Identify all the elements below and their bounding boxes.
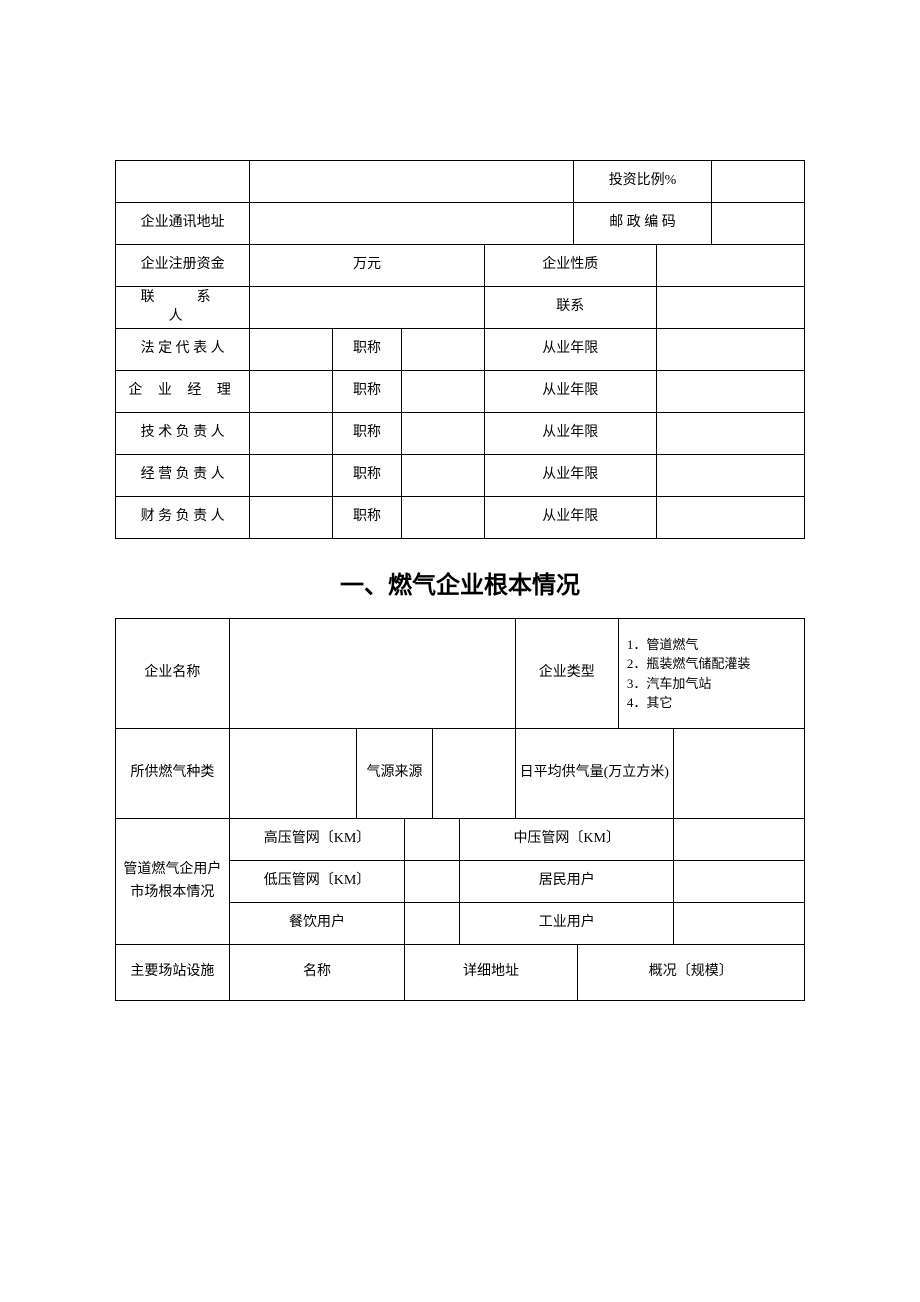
label-low-pressure: 低压管网〔KM〕 xyxy=(229,861,405,903)
section-heading: 一、燃气企业根本情况 xyxy=(115,565,805,600)
value-legal-rep-years[interactable] xyxy=(656,329,804,371)
value-ent-nature[interactable] xyxy=(656,245,804,287)
value-mid-pressure[interactable] xyxy=(674,819,805,861)
value-catering-user[interactable] xyxy=(405,903,460,945)
value-low-pressure[interactable] xyxy=(405,861,460,903)
label-years: 从业年限 xyxy=(484,371,656,413)
label-ent-type: 企业类型 xyxy=(515,619,618,729)
label-fin-lead: 财 务 负 责 人 xyxy=(116,497,250,539)
table-row: 联 系 人 联系 xyxy=(116,287,805,329)
label-main-station: 主要场站设施 xyxy=(116,945,230,1001)
label-years: 从业年限 xyxy=(484,497,656,539)
value-tech-lead-title[interactable] xyxy=(401,413,484,455)
value-invest-ratio[interactable] xyxy=(711,161,804,203)
value-fin-lead-years[interactable] xyxy=(656,497,804,539)
label-postcode: 邮 政 编 码 xyxy=(574,203,712,245)
label-name: 名称 xyxy=(229,945,405,1001)
value-manager-years[interactable] xyxy=(656,371,804,413)
value-tech-lead-years[interactable] xyxy=(656,413,804,455)
value-postcode[interactable] xyxy=(711,203,804,245)
value-biz-lead-title[interactable] xyxy=(401,455,484,497)
value-manager-title[interactable] xyxy=(401,371,484,413)
value-legal-rep-name[interactable] xyxy=(250,329,333,371)
label-years: 从业年限 xyxy=(484,455,656,497)
enterprise-info-table: 投资比例% 企业通讯地址 邮 政 编 码 企业注册资金 万元 企业性质 联 系 … xyxy=(115,160,805,539)
label-mid-pressure: 中压管网〔KM〕 xyxy=(460,819,674,861)
label-gas-kind: 所供燃气种类 xyxy=(116,729,230,819)
label-title: 职称 xyxy=(333,371,402,413)
cell-blank xyxy=(116,161,250,203)
value-contact-phone[interactable] xyxy=(656,287,804,329)
label-overview: 概况〔规模〕 xyxy=(577,945,804,1001)
label-contact: 联 系 人 xyxy=(116,287,250,329)
cell-blank xyxy=(250,161,574,203)
label-wanyuan: 万元 xyxy=(250,245,484,287)
value-biz-lead-name[interactable] xyxy=(250,455,333,497)
value-ent-type-options[interactable]: 1．管道燃气2．瓶装燃气储配灌装3．汽车加气站4．其它 xyxy=(618,619,804,729)
label-pipe-user-market: 管道燃气企用户市场根本情况 xyxy=(116,819,230,945)
label-reg-capital: 企业注册资金 xyxy=(116,245,250,287)
label-manager: 企 业 经 理 xyxy=(116,371,250,413)
value-biz-lead-years[interactable] xyxy=(656,455,804,497)
value-ent-name[interactable] xyxy=(229,619,515,729)
table-row: 经 营 负 责 人 职称 从业年限 xyxy=(116,455,805,497)
label-title: 职称 xyxy=(333,497,402,539)
value-fin-lead-name[interactable] xyxy=(250,497,333,539)
table-row: 技 术 负 责 人 职称 从业年限 xyxy=(116,413,805,455)
value-gas-source[interactable] xyxy=(432,729,515,819)
label-daily-avg: 日平均供气量(万立方米) xyxy=(515,729,673,819)
table-row: 所供燃气种类 气源来源 日平均供气量(万立方米) xyxy=(116,729,805,819)
label-high-pressure: 高压管网〔KM〕 xyxy=(229,819,405,861)
value-address[interactable] xyxy=(250,203,574,245)
table-row: 企业名称 企业类型 1．管道燃气2．瓶装燃气储配灌装3．汽车加气站4．其它 xyxy=(116,619,805,729)
label-title: 职称 xyxy=(333,413,402,455)
table-row: 管道燃气企用户市场根本情况 高压管网〔KM〕 中压管网〔KM〕 xyxy=(116,819,805,861)
label-years: 从业年限 xyxy=(484,413,656,455)
table-row: 主要场站设施 名称 详细地址 概况〔规模〕 xyxy=(116,945,805,1001)
label-address: 企业通讯地址 xyxy=(116,203,250,245)
value-contact[interactable] xyxy=(250,287,484,329)
label-title: 职称 xyxy=(333,329,402,371)
label-biz-lead: 经 营 负 责 人 xyxy=(116,455,250,497)
label-ent-name: 企业名称 xyxy=(116,619,230,729)
value-tech-lead-name[interactable] xyxy=(250,413,333,455)
label-legal-rep: 法 定 代 表 人 xyxy=(116,329,250,371)
label-catering-user: 餐饮用户 xyxy=(229,903,405,945)
gas-enterprise-basic-table: 企业名称 企业类型 1．管道燃气2．瓶装燃气储配灌装3．汽车加气站4．其它 所供… xyxy=(115,618,805,1001)
table-row: 企 业 经 理 职称 从业年限 xyxy=(116,371,805,413)
label-invest-ratio: 投资比例% xyxy=(574,161,712,203)
value-high-pressure[interactable] xyxy=(405,819,460,861)
value-fin-lead-title[interactable] xyxy=(401,497,484,539)
value-resident-user[interactable] xyxy=(674,861,805,903)
label-detail-addr: 详细地址 xyxy=(405,945,577,1001)
table-row: 投资比例% xyxy=(116,161,805,203)
label-ent-nature: 企业性质 xyxy=(484,245,656,287)
label-industrial-user: 工业用户 xyxy=(460,903,674,945)
label-tech-lead: 技 术 负 责 人 xyxy=(116,413,250,455)
value-industrial-user[interactable] xyxy=(674,903,805,945)
label-contact-phone: 联系 xyxy=(484,287,656,329)
value-daily-avg[interactable] xyxy=(674,729,805,819)
value-legal-rep-title[interactable] xyxy=(401,329,484,371)
table-row: 财 务 负 责 人 职称 从业年限 xyxy=(116,497,805,539)
label-gas-source: 气源来源 xyxy=(357,729,433,819)
table-row: 企业注册资金 万元 企业性质 xyxy=(116,245,805,287)
value-gas-kind[interactable] xyxy=(229,729,356,819)
label-years: 从业年限 xyxy=(484,329,656,371)
table-row: 企业通讯地址 邮 政 编 码 xyxy=(116,203,805,245)
value-manager-name[interactable] xyxy=(250,371,333,413)
label-title: 职称 xyxy=(333,455,402,497)
table-row: 法 定 代 表 人 职称 从业年限 xyxy=(116,329,805,371)
label-resident-user: 居民用户 xyxy=(460,861,674,903)
